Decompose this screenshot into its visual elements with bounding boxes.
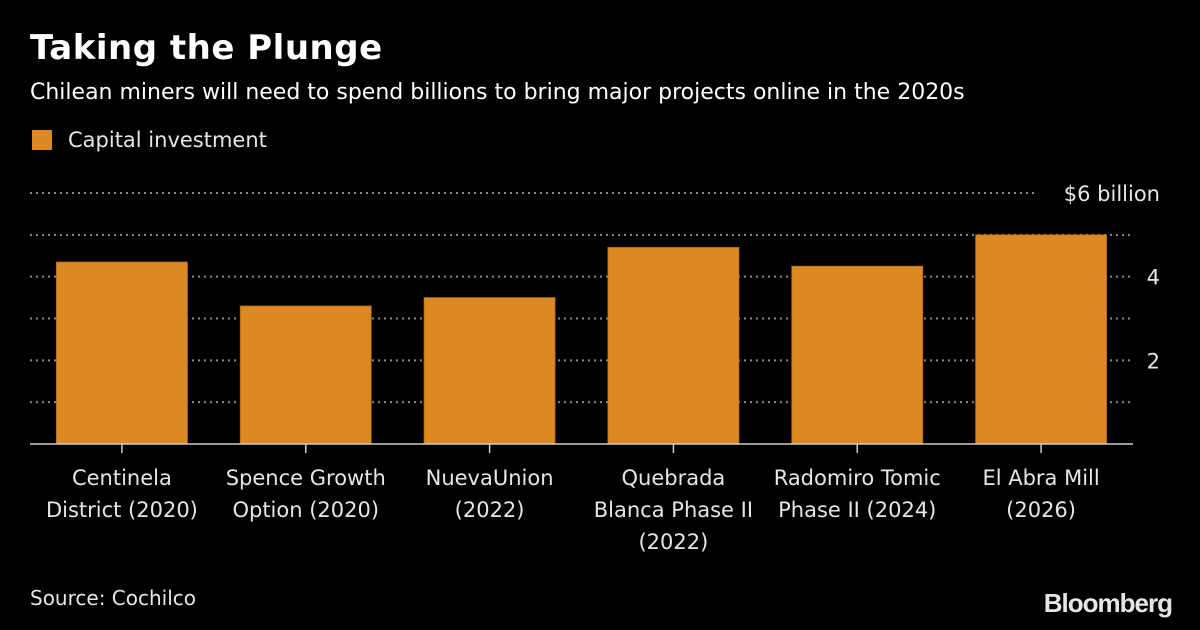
x-tick-label: (2022) [455,498,525,522]
x-tick-label: Centinela [72,466,172,490]
x-tick-label: District (2020) [46,498,198,522]
chart-title: Taking the Plunge [30,28,383,68]
bar [607,246,740,445]
bar [239,305,372,445]
x-tick-label: El Abra Mill [982,466,1099,490]
bar [423,297,556,445]
bloomberg-logo: Bloomberg [1043,588,1173,618]
y-tick-label: $6 billion [1064,182,1160,206]
bar [791,265,924,445]
x-tick-label: Option (2020) [232,498,379,522]
legend: Capital investment [32,128,267,152]
chart-subtitle: Chilean miners will need to spend billio… [30,80,965,105]
x-tick-label: Phase II (2024) [778,498,936,522]
x-tick-label: Quebrada [622,466,726,490]
y-tick-label: 2 [1147,349,1160,373]
x-tick-label: (2026) [1006,498,1076,522]
bar [975,234,1107,445]
x-tick-label: Blanca Phase II [594,498,753,522]
x-tick-label: Radomiro Tomic [774,466,941,490]
y-tick-label: 4 [1147,266,1160,290]
legend-label: Capital investment [68,128,267,152]
bar [56,261,188,445]
x-tick-label: Spence Growth [226,466,386,490]
x-tick-label: NuevaUnion [426,466,554,490]
source-note: Source: Cochilco [30,586,197,610]
legend-swatch [32,130,52,150]
x-tick-label: (2022) [638,530,708,554]
